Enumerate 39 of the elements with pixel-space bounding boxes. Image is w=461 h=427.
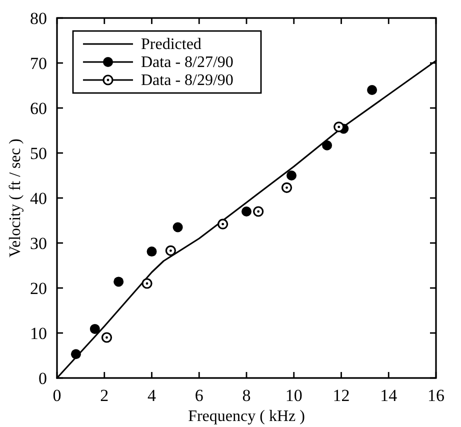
point xyxy=(334,122,344,132)
y-tick-label: 10 xyxy=(30,324,47,343)
x-tick-label: 14 xyxy=(380,386,398,405)
point xyxy=(90,324,100,334)
x-tick-label: 16 xyxy=(428,386,444,405)
point xyxy=(172,222,183,232)
legend-label: Data - 8/29/90 xyxy=(141,72,234,89)
y-tick-label: 40 xyxy=(30,189,47,208)
point xyxy=(165,245,176,256)
x-axis-title: Frequency ( kHz ) xyxy=(188,408,305,425)
x-tick-label: 4 xyxy=(148,386,156,405)
point xyxy=(322,140,332,150)
x-tick-label: 8 xyxy=(242,386,251,405)
x-tick-label: 2 xyxy=(100,386,109,405)
x-tick-label: 12 xyxy=(332,386,350,405)
y-tick-label: 0 xyxy=(38,369,47,388)
point xyxy=(114,276,124,287)
legend-label: Data - 8/27/90 xyxy=(141,54,234,71)
point xyxy=(286,170,297,180)
point xyxy=(101,332,112,343)
y-axis-title: Velocity ( ft / sec ) xyxy=(7,138,24,258)
y-tick-label: 60 xyxy=(30,99,47,118)
x-tick-label: 10 xyxy=(285,386,302,405)
y-tick-label: 70 xyxy=(30,54,47,73)
point xyxy=(218,218,228,230)
point xyxy=(242,206,252,216)
y-tick-label: 80 xyxy=(30,9,47,28)
point xyxy=(142,278,152,289)
y-tick-label: 50 xyxy=(30,144,47,163)
y-tick-label: 30 xyxy=(30,234,47,253)
point xyxy=(367,85,378,95)
point xyxy=(146,246,157,257)
x-tick-label: 0 xyxy=(52,386,62,405)
point xyxy=(281,182,292,193)
point xyxy=(70,349,81,360)
legend-label: Predicted xyxy=(141,36,202,53)
point xyxy=(253,206,264,217)
x-tick-label: 6 xyxy=(194,386,204,405)
y-tick-label: 20 xyxy=(30,279,47,298)
